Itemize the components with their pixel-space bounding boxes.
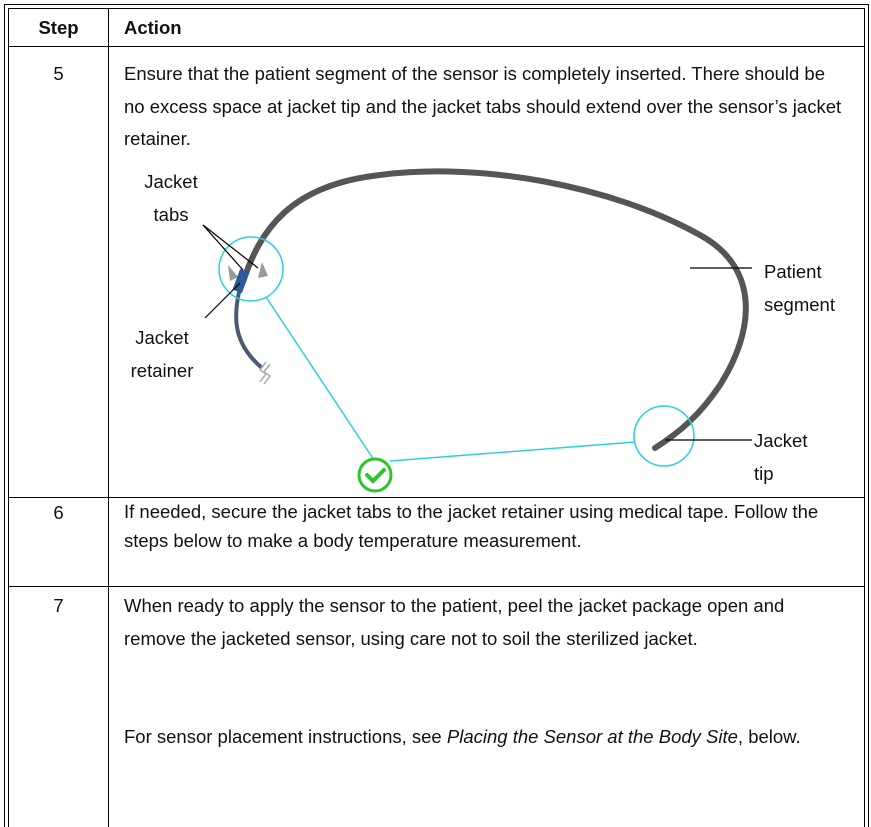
callout: [202, 224, 244, 271]
break-mark: [258, 361, 272, 385]
figure-label: Patient segment: [764, 261, 835, 315]
cable-tail: [234, 287, 264, 370]
highlight-circle: [218, 236, 284, 302]
figure-label: Jacket tip: [754, 430, 808, 484]
border: [4, 4, 5, 827]
border: [4, 4, 868, 5]
figure-label: Jacket tabs: [144, 171, 198, 225]
highlight-circle: [633, 405, 695, 467]
retainer: [232, 268, 250, 294]
border: [8, 46, 865, 47]
border: [108, 8, 109, 827]
callout: [202, 224, 259, 269]
cable: [240, 168, 749, 451]
header-cell: Action: [124, 17, 182, 38]
border: [8, 8, 865, 9]
action-text: When ready to apply the sensor to the pa…: [124, 595, 785, 649]
check-icon: [357, 457, 393, 493]
jacket-tabs: [228, 262, 268, 281]
figure-label: Jacket retainer: [130, 327, 194, 381]
action-text: If needed, secure the jacket tabs to the…: [124, 501, 819, 551]
connector: [265, 296, 375, 461]
border: [864, 8, 865, 827]
step-number: 6: [53, 502, 64, 523]
connector: [389, 441, 636, 462]
action-text: Ensure that the patient segment of the s…: [124, 63, 842, 149]
callout: [204, 282, 241, 319]
note-text: , below.: [737, 726, 801, 747]
step-number: 5: [53, 63, 64, 84]
border: [8, 8, 9, 827]
step-number: 7: [53, 595, 64, 616]
note-link-text: Placing the Sensor at the Body Site: [446, 726, 738, 747]
border: [8, 586, 865, 587]
note-text: For sensor placement instructions, see: [124, 726, 447, 747]
header-cell: Step: [38, 17, 79, 38]
border: [8, 497, 865, 498]
check-mark: [365, 468, 386, 484]
note: For sensor placement instructions, see P…: [124, 721, 844, 754]
border: [868, 4, 869, 827]
